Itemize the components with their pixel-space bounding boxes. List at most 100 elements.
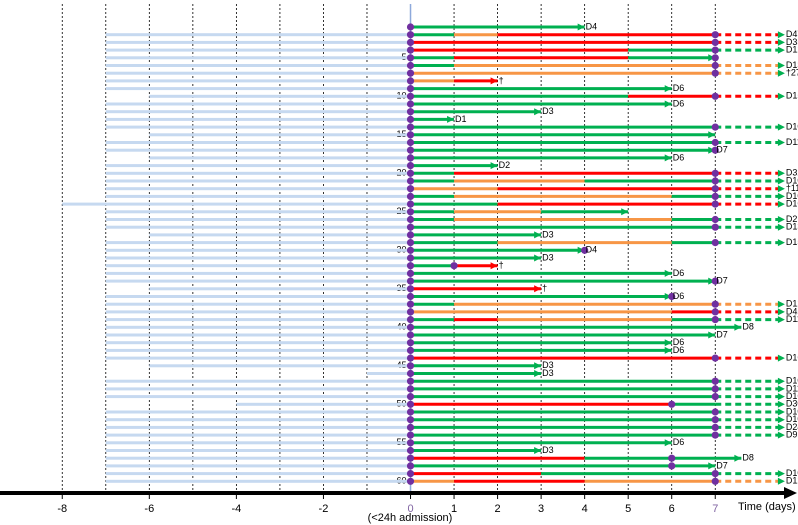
pre-admission-bar	[105, 125, 411, 129]
event-dot	[406, 31, 415, 39]
event-dot	[406, 162, 415, 170]
event-dot	[406, 169, 415, 177]
pre-admission-bar	[105, 48, 411, 52]
end-arrow	[777, 62, 785, 69]
end-arrow	[777, 300, 785, 308]
pre-admission-bar	[105, 464, 411, 468]
end-arrow	[664, 85, 672, 93]
x-tick-label: -4	[231, 503, 241, 515]
event-dot	[668, 462, 676, 470]
outcome-label: D15	[786, 237, 798, 247]
outcome-label: D35	[786, 37, 798, 47]
event-dot	[711, 300, 719, 308]
event-dot	[711, 54, 719, 62]
event-dot	[711, 46, 719, 54]
event-dot	[406, 239, 415, 247]
end-arrow	[777, 223, 785, 231]
end-arrow	[777, 169, 785, 177]
outcome-label: D16	[786, 352, 798, 362]
event-dot	[406, 200, 415, 208]
outcome-label: D47	[786, 29, 798, 39]
x-axis-arrow	[784, 487, 797, 499]
event-dot	[711, 31, 719, 39]
pre-admission-bar	[105, 433, 411, 437]
outcome-label: D12	[786, 476, 798, 486]
event-dot	[406, 346, 415, 354]
event-dot	[406, 431, 415, 439]
end-arrow	[777, 308, 785, 316]
pre-admission-bar	[105, 40, 411, 44]
event-dot	[406, 316, 415, 324]
end-arrow	[664, 346, 672, 354]
end-arrow	[777, 408, 785, 416]
outcome-label: †27	[786, 68, 798, 78]
event-dot	[406, 262, 415, 270]
pre-admission-bar	[105, 179, 411, 183]
event-dot	[406, 138, 415, 147]
outcome-label: D21	[786, 214, 798, 224]
end-arrow	[577, 23, 585, 31]
event-dot	[406, 277, 415, 285]
x-tick-label: 2	[495, 503, 501, 515]
outcome-label: D11	[786, 314, 798, 324]
pre-admission-bar	[105, 271, 411, 275]
outcome-label: D6	[673, 345, 685, 355]
outcome-label: D3	[542, 368, 554, 378]
end-arrow	[534, 254, 542, 262]
event-dot	[711, 61, 719, 70]
pre-admission-bar	[105, 295, 411, 298]
end-arrow	[534, 285, 542, 293]
event-dot	[711, 146, 719, 154]
pre-admission-bar	[149, 94, 411, 98]
outcome-label: D7	[716, 329, 728, 339]
outcome-label: D24	[786, 422, 798, 432]
x-tick-label: -6	[144, 503, 154, 515]
event-dot	[406, 300, 415, 308]
event-dot	[406, 385, 415, 393]
outcome-label: D10	[786, 191, 798, 201]
outcome-label: D7	[716, 275, 728, 285]
event-dot	[406, 208, 415, 216]
event-dot	[711, 177, 719, 185]
end-arrow	[777, 46, 785, 54]
end-arrow	[664, 269, 672, 277]
outcome-label: D8	[742, 322, 754, 332]
event-dot	[406, 416, 415, 424]
event-dot	[406, 123, 415, 131]
end-arrow	[708, 331, 716, 339]
event-dot	[711, 169, 719, 177]
outcome-label: D45	[786, 306, 798, 316]
x-tick-label: 0	[407, 503, 413, 515]
event-dot	[406, 400, 415, 408]
event-dot	[406, 439, 415, 447]
event-dot	[406, 38, 415, 47]
pre-admission-bar	[105, 33, 411, 37]
pre-admission-bar	[105, 418, 411, 422]
outcome-label: D12	[786, 299, 798, 309]
pre-admission-bar	[105, 456, 411, 460]
event-dot	[406, 285, 415, 293]
outcome-label: D3	[542, 106, 554, 116]
event-dot	[406, 269, 415, 277]
event-dot	[711, 470, 719, 478]
end-arrow	[777, 400, 785, 408]
outcome-label: D6	[673, 98, 685, 108]
event-dot	[406, 254, 415, 262]
event-dot	[711, 308, 719, 316]
event-dot	[668, 292, 676, 301]
pre-admission-bar	[105, 241, 411, 245]
event-dot	[406, 423, 415, 431]
outcome-label: D6	[673, 337, 685, 347]
end-arrow	[777, 377, 785, 385]
event-dot	[406, 85, 415, 93]
pre-admission-bar	[236, 402, 411, 406]
end-arrow	[490, 77, 498, 85]
pre-admission-bar	[105, 187, 411, 191]
event-dot	[406, 246, 415, 254]
event-dot	[406, 369, 415, 378]
outcome-label: D13	[786, 60, 798, 70]
event-dot	[406, 92, 415, 100]
pre-admission-bar	[105, 264, 411, 268]
event-dot	[711, 215, 719, 224]
event-dot	[406, 100, 415, 108]
